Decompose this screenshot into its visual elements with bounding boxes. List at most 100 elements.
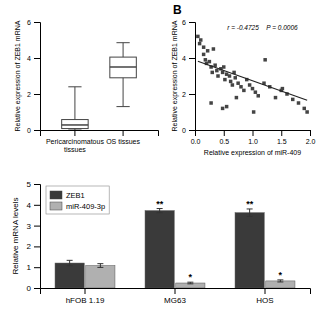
significance-labels: ****** [156,199,282,283]
tick-label: 2 [27,91,31,98]
tick: 2 [27,242,40,251]
plot-area [196,35,309,114]
point [222,65,226,69]
error-bar [97,264,103,268]
plot-area [55,209,295,288]
tick-mark [85,288,86,294]
tick-mark [34,205,40,206]
tick: 6 [182,19,195,26]
tick-label: 3 [27,222,32,231]
tick: 0 [27,127,40,134]
point [291,98,295,102]
tick: 1.5 [277,130,287,145]
tick-mark [34,94,40,95]
whisker [74,87,75,120]
whisker-cap [68,86,81,87]
tick-label: 4 [27,55,31,62]
point [199,38,203,42]
tick-label: 2 [182,91,186,98]
point [211,71,215,75]
panel: 0 2 4 6 PericarcinomatoustissuesOS tissues Re… [14,19,159,153]
axis-line [34,23,41,131]
regression-line [198,61,307,100]
tick-mark [34,184,40,185]
tick: 4 [27,201,40,210]
point [248,83,252,87]
median [110,66,136,68]
tick-mark [74,130,75,136]
tick-mark [34,22,40,23]
box [110,57,136,78]
bar-series [55,209,264,288]
point [202,45,206,49]
whisker-cap [116,106,129,107]
whisker-cap [116,42,129,43]
scatter-series [196,35,309,114]
legend: ZEB1 miR-409-3p [46,186,109,214]
tick-label: 0 [27,284,32,293]
bar [235,213,264,288]
point [215,69,219,73]
tick-label: HOS [256,296,273,305]
panel-label: B [173,3,182,17]
point [254,90,258,94]
y-axis-label: Relative expression of ZEB1 mRNA [171,20,179,131]
x-axis-label: Relative expression of miR-409 [204,149,301,157]
point [303,107,307,111]
tick-label: 4 [27,201,32,210]
tick: Pericarcinomatoustissues [46,130,104,153]
point [274,96,278,100]
tick-label: 0.5 [219,138,229,145]
y-axis-label: Relative expression of ZEB1 mRNA [14,20,22,131]
error-bar [157,209,163,213]
point [235,96,239,100]
tick-mark [123,130,124,136]
point [206,49,210,53]
tick: 6 [27,19,40,26]
point [251,87,255,91]
tick-label: OS tissues [106,138,140,145]
tick: 5 [27,180,40,189]
tick-label: MG63 [164,296,186,305]
axis-line [41,131,159,137]
legend-frame [46,186,109,214]
bar [176,283,205,288]
tick-label: 2.0 [306,138,316,145]
legend-swatch [50,191,62,199]
tick-mark [34,58,40,59]
bar-series [86,264,295,288]
legend-item: miR-409-3p [50,202,105,211]
tick-mark [195,130,196,136]
error-bar [67,260,73,265]
tick: 0.5 [219,130,229,145]
tick-mark [189,94,195,95]
x-axis: 0.0 0.5 1.0 1.5 2.0 [191,130,316,145]
axis-line [41,289,311,295]
tick: 0.0 [191,130,201,145]
tick: 0 [182,127,195,134]
tick: 2 [182,91,195,98]
plot-area [62,43,137,130]
point [281,87,285,91]
whisker [123,78,124,107]
tick-label: 4 [182,55,186,62]
point [234,76,238,80]
point [252,110,256,114]
point [208,60,212,64]
axis-line [189,23,196,131]
point [229,80,233,84]
point [231,83,235,87]
tick-mark [34,246,40,247]
tick: 4 [182,55,195,62]
point [223,78,227,82]
tick-label: 1.0 [248,138,258,145]
point [204,58,208,62]
tick: OS tissues [106,130,140,145]
tick-label: 1 [27,263,32,272]
point [221,71,225,75]
tick: 1.0 [248,130,258,145]
legend-item: ZEB1 [50,191,85,200]
tick-label: 2 [27,242,32,251]
annotation: r = -0.4725 [227,24,259,31]
tick-mark [189,58,195,59]
